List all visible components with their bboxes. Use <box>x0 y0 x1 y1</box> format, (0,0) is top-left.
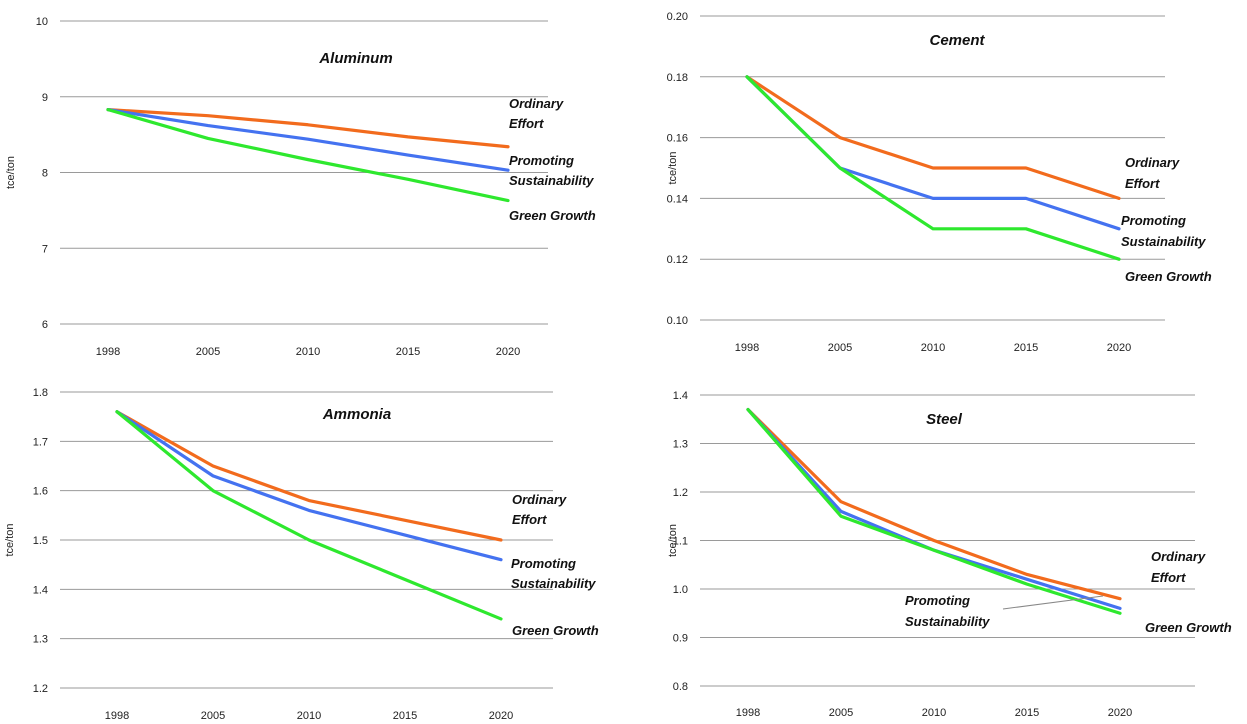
y-tick-label: 1.3 <box>673 439 688 451</box>
series-label: Ordinary <box>1151 549 1206 564</box>
y-tick-label: 0.9 <box>673 633 688 645</box>
x-tick-label: 2015 <box>1014 342 1038 354</box>
x-tick-label: 2005 <box>829 707 853 719</box>
x-tick-label: 2010 <box>297 710 321 722</box>
x-tick-label: 2020 <box>1108 707 1132 719</box>
x-tick-label: 2020 <box>496 346 520 358</box>
x-tick-label: 1998 <box>735 342 759 354</box>
y-tick-label: 0.12 <box>667 254 688 266</box>
x-tick-label: 2020 <box>1107 342 1131 354</box>
x-tick-label: 2005 <box>201 710 225 722</box>
series-label: Green Growth <box>509 208 596 223</box>
y-tick-label: 1.1 <box>673 536 688 548</box>
x-tick-label: 2010 <box>296 346 320 358</box>
y-tick-label: 1.0 <box>673 584 688 596</box>
chart-panel-steel: 0.8 0.9 1.0 1.1 1.2 1.3 1.4 1998 2005 2010 2015 202… <box>667 390 1232 719</box>
series-label: Promoting <box>1121 213 1186 228</box>
x-tick-label: 2015 <box>393 710 417 722</box>
y-tick-label: 10 <box>36 16 48 28</box>
series-label: Ordinary <box>1125 155 1180 170</box>
x-tick-label: 2015 <box>396 346 420 358</box>
y-tick-label: 7 <box>42 243 48 255</box>
series-line-green-growth <box>746 407 1122 615</box>
x-tick-label: 2010 <box>922 707 946 719</box>
series-label: Effort <box>1125 176 1160 191</box>
y-axis-label: tce/ton <box>667 524 679 557</box>
x-tick-label: 1998 <box>105 710 129 722</box>
y-tick-label: 9 <box>42 92 48 104</box>
series-line-green-growth <box>745 75 1121 261</box>
series-label: Ordinary <box>512 492 567 507</box>
series-label: Sustainability <box>509 173 594 188</box>
y-tick-label: 8 <box>42 168 48 180</box>
chart-title: Steel <box>926 411 963 428</box>
y-tick-label: 0.8 <box>673 681 688 693</box>
series-label: Effort <box>509 116 544 131</box>
series-label: Effort <box>512 512 547 527</box>
chart-panel-ammonia: 1.2 1.3 1.4 1.5 1.6 1.7 1.8 1998 2005 2010 2015 202… <box>4 387 599 722</box>
y-tick-label: 1.3 <box>33 634 48 646</box>
y-tick-label: 6 <box>42 319 48 331</box>
series-line-promoting-sustainability <box>745 75 1121 231</box>
y-tick-label: 1.6 <box>33 486 48 498</box>
x-tick-label: 2020 <box>489 710 513 722</box>
y-tick-label: 0.14 <box>667 193 688 205</box>
series-label: Green Growth <box>1125 269 1212 284</box>
x-tick-label: 2010 <box>921 342 945 354</box>
label-leader-line <box>1002 595 1104 610</box>
y-tick-label: 1.2 <box>673 487 688 499</box>
series-label: Promoting <box>905 593 970 608</box>
series-line-promoting-sustainability <box>106 108 510 172</box>
series-label: Promoting <box>509 153 574 168</box>
series-label: Ordinary <box>509 96 564 111</box>
series-line-green-growth <box>115 410 503 621</box>
x-tick-label: 1998 <box>736 707 760 719</box>
chart-title: Aluminum <box>318 50 392 67</box>
chart-panel-aluminum: 6 7 8 9 10 1998 2005 2010 2015 2020 tce/ton Aluminu… <box>5 16 596 358</box>
series-label: Sustainability <box>511 576 596 591</box>
series-line-ordinary-effort <box>115 410 503 542</box>
chart-title: Ammonia <box>322 406 391 423</box>
y-axis-label: tce/ton <box>5 156 17 189</box>
series-line-green-growth <box>106 108 510 203</box>
series-line-ordinary-effort <box>745 75 1121 200</box>
series-label: Green Growth <box>512 623 599 638</box>
y-tick-label: 1.8 <box>33 387 48 399</box>
y-tick-label: 1.7 <box>33 436 48 448</box>
x-tick-label: 2015 <box>1015 707 1039 719</box>
y-axis-label: tce/ton <box>667 151 679 184</box>
series-line-ordinary-effort <box>746 407 1122 601</box>
series-label: Promoting <box>511 556 576 571</box>
series-line-promoting-sustainability <box>746 407 1122 611</box>
y-tick-label: 1.4 <box>673 390 688 402</box>
y-tick-label: 0.20 <box>667 11 688 23</box>
series-line-ordinary-effort <box>106 108 510 149</box>
y-tick-label: 1.2 <box>33 683 48 695</box>
x-tick-label: 2005 <box>196 346 220 358</box>
x-tick-label: 2005 <box>828 342 852 354</box>
chart-panel-cement: 0.10 0.12 0.14 0.16 0.18 0.20 1998 2005 2010 2015… <box>667 11 1212 354</box>
series-label: Effort <box>1151 570 1186 585</box>
series-line-promoting-sustainability <box>115 410 503 562</box>
y-tick-label: 0.18 <box>667 72 688 84</box>
y-tick-label: 1.4 <box>33 584 48 596</box>
chart-title: Cement <box>929 32 985 49</box>
y-tick-label: 0.16 <box>667 133 688 145</box>
x-tick-label: 1998 <box>96 346 120 358</box>
y-axis-label: tce/ton <box>4 523 16 556</box>
y-tick-label: 1.5 <box>33 535 48 547</box>
series-label: Green Growth <box>1145 620 1232 635</box>
y-tick-label: 0.10 <box>667 315 688 327</box>
series-label: Sustainability <box>905 614 990 629</box>
series-label: Sustainability <box>1121 234 1206 249</box>
